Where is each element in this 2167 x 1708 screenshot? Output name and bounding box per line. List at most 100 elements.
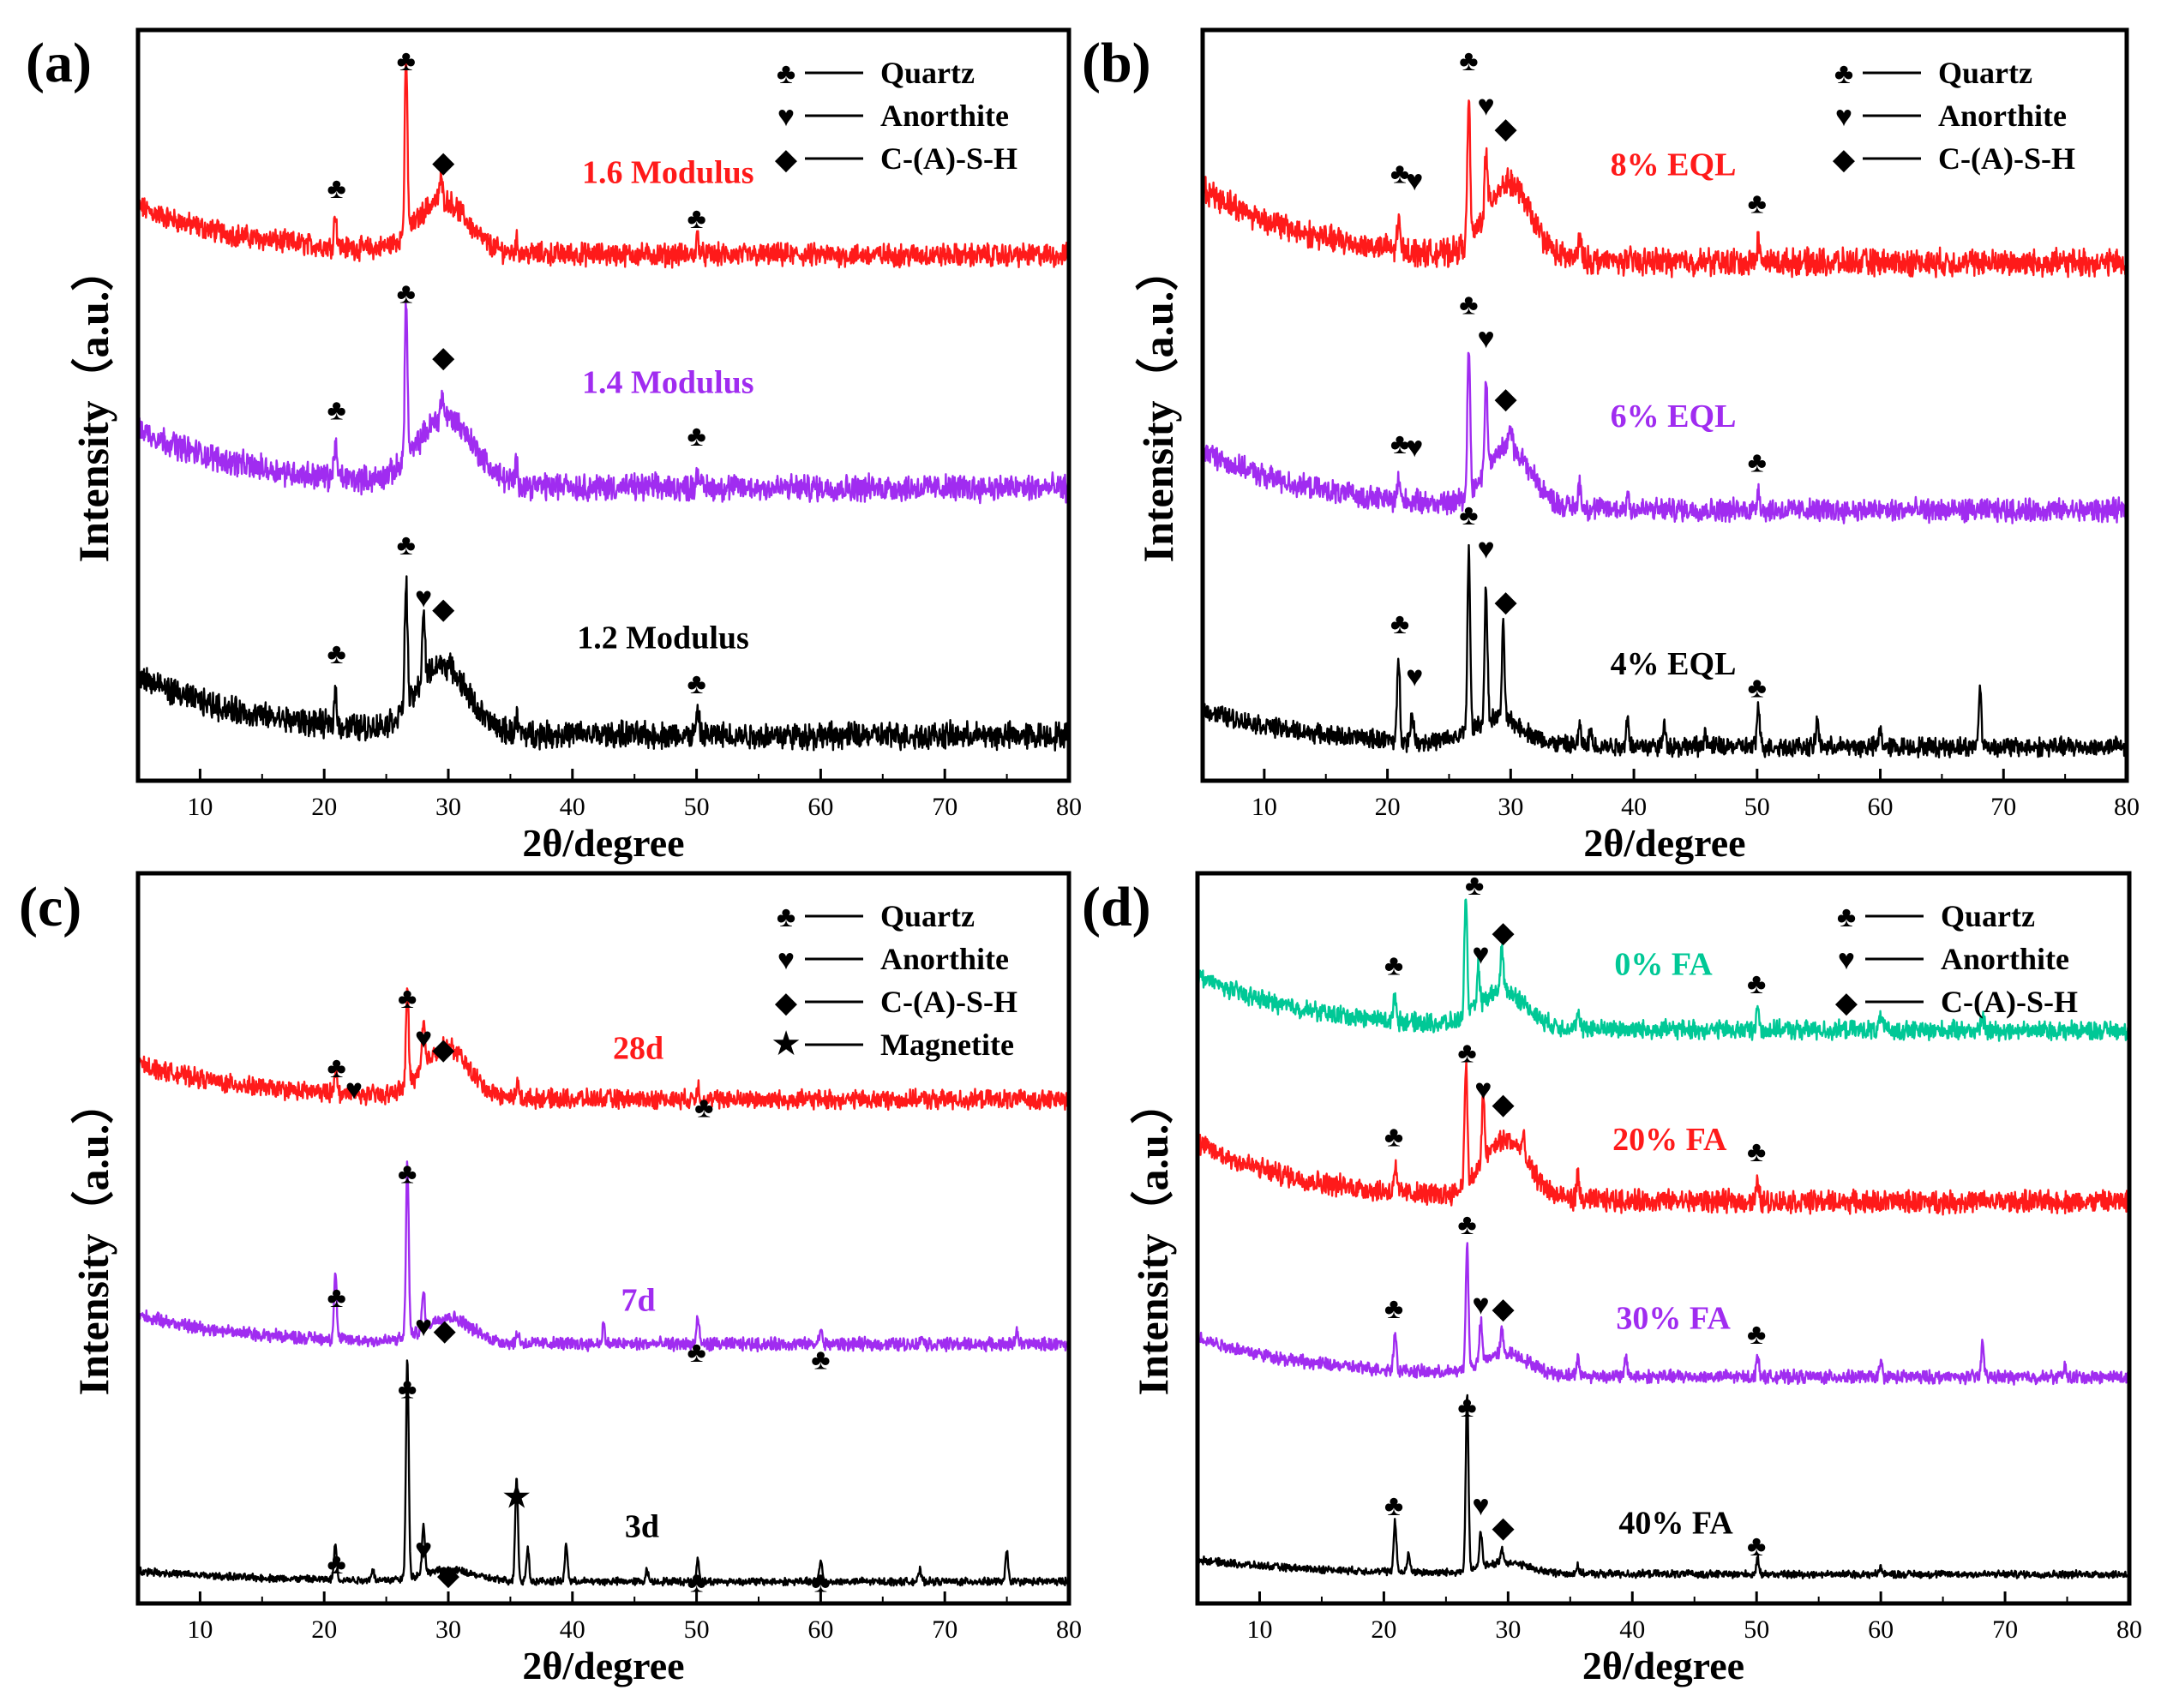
series-line — [136, 60, 1071, 269]
x-tick-label: 40 — [1621, 793, 1647, 821]
peak-marker-anorthite: ♥ — [415, 1311, 432, 1343]
x-axis-label: 2θ/degree — [522, 1644, 684, 1687]
chart-panel-c: 28d♣♥♣♥ ◆♣7d♣♣♥ ◆♣ ♣3d♣♣♥◆★♣ ♣10 20 30 40 50 60 70… — [19, 871, 1082, 1687]
peak-marker-cash: ◆ — [1495, 113, 1518, 145]
legend-symbol: ♥ — [777, 101, 795, 133]
series-line — [1201, 99, 2128, 279]
peak-marker-quartz: ♣ — [1748, 188, 1767, 219]
peak-marker-quartz: ♣ — [327, 1282, 346, 1314]
series-label: 0% FA — [1614, 947, 1713, 983]
peak-marker-anorthite: ♥ — [1477, 91, 1494, 123]
x-tick-label: 60 — [1868, 1615, 1894, 1644]
plot-frame — [1200, 27, 2129, 783]
x-tick-label: 10 — [187, 1615, 213, 1644]
peak-marker-quartz: ♣ — [1390, 158, 1409, 189]
peak-marker-anorthite: ♥ — [1406, 165, 1423, 197]
x-tick-label: 10 — [187, 793, 213, 821]
legend-symbol: ◆ — [1833, 144, 1856, 176]
peak-marker-quartz: ♣ — [687, 203, 705, 235]
peak-marker-cash: ◆ — [1495, 383, 1518, 415]
x-tick-label: 70 — [932, 793, 957, 821]
series-label: 1.4 Modulus — [582, 365, 754, 401]
legend-label: Quartz — [1938, 56, 2032, 90]
peak-marker-quartz: ♣ — [1457, 1038, 1476, 1070]
chart-panel-d: 0% FA♣♣♥◆♣20% FA♣♣♥ ◆♣30% FA♣♣♥ ◆♣40% FA♣♣… — [1082, 870, 2142, 1687]
peak-marker-quartz: ♣ — [1465, 870, 1484, 902]
peak-marker-quartz: ♣ — [1748, 673, 1767, 704]
peak-marker-quartz: ♣ — [397, 45, 416, 77]
legend-label: Quartz — [880, 56, 975, 90]
legend-label: Quartz — [880, 899, 975, 933]
peak-marker-anorthite: ♥ — [415, 1534, 432, 1566]
legend-symbol: ★ — [771, 1024, 801, 1063]
peak-marker-quartz: ♣ — [694, 1093, 713, 1124]
peak-marker-anorthite: ♥ — [1474, 1074, 1492, 1106]
peak-marker-cash: ◆ — [432, 342, 455, 374]
peak-marker-quartz: ♣ — [687, 1337, 705, 1369]
x-tick-label: 50 — [684, 793, 710, 821]
legend-symbol: ♣ — [777, 58, 795, 90]
x-tick-label: 80 — [1056, 1615, 1082, 1644]
x-tick-label: 30 — [435, 793, 461, 821]
peak-marker-quartz: ♣ — [1747, 968, 1766, 1000]
y-axis-label: Intensity（a.u.） — [1134, 249, 1182, 563]
peak-marker-quartz: ♣ — [1384, 950, 1403, 982]
peak-marker-cash: ◆ — [432, 147, 455, 178]
peak-marker-anorthite: ♥ — [1472, 1290, 1489, 1321]
peak-marker-quartz: ♣ — [1747, 1319, 1766, 1351]
x-tick-label: 50 — [1744, 793, 1770, 821]
x-tick-label: 60 — [807, 793, 833, 821]
peak-marker-quartz: ♣ — [1390, 608, 1409, 640]
x-tick-label: 30 — [435, 1615, 461, 1644]
x-tick-label: 40 — [560, 793, 585, 821]
x-tick-label: 70 — [1992, 1615, 2018, 1644]
series-line — [1196, 898, 2131, 1042]
x-tick-label: 40 — [1619, 1615, 1645, 1644]
peak-marker-cash: ◆ — [1492, 1293, 1515, 1325]
x-tick-label: 40 — [560, 1615, 585, 1644]
series-label: 6% EQL — [1611, 399, 1737, 434]
peak-marker-quartz: ♣ — [1457, 1392, 1476, 1423]
peak-marker-anorthite: ♥ — [1472, 1490, 1489, 1522]
x-axis-label: 2θ/degree — [522, 821, 684, 865]
x-tick-label: 20 — [1371, 1615, 1396, 1644]
series-label: 4% EQL — [1611, 646, 1737, 682]
panel-label: (a) — [26, 32, 92, 94]
series-line — [1196, 1393, 2131, 1580]
x-tick-label: 20 — [1375, 793, 1401, 821]
legend-label: Magnetite — [880, 1028, 1014, 1062]
series-line — [136, 300, 1071, 505]
y-axis-label: Intensity（a.u.） — [1129, 1082, 1177, 1396]
x-tick-label: 80 — [2116, 1615, 2142, 1644]
series-label: 8% EQL — [1611, 147, 1737, 183]
peak-marker-quartz: ♣ — [687, 668, 705, 700]
legend-label: Quartz — [1941, 899, 2035, 933]
x-axis-label: 2θ/degree — [1582, 1644, 1744, 1687]
series-label: 1.2 Modulus — [577, 620, 749, 656]
peak-marker-cash: ◆ — [1492, 1513, 1515, 1544]
legend-label: C-(A)-S-H — [1941, 985, 2078, 1019]
series-line — [1201, 351, 2128, 524]
x-tick-label: 30 — [1498, 793, 1523, 821]
peak-marker-quartz: ♣ — [811, 1345, 830, 1376]
chart-panel-b: 8% EQL♣♥♣♥◆♣6% EQL♣♥♣♥◆♣4% EQL♣♥♣♥◆♣10 20… — [1082, 27, 2140, 865]
series-label: 30% FA — [1616, 1301, 1731, 1337]
series-line — [1201, 543, 2128, 758]
x-tick-label: 10 — [1252, 793, 1277, 821]
peak-marker-quartz: ♣ — [1747, 1136, 1766, 1168]
series-line — [1196, 1059, 2131, 1216]
plot-frame — [1195, 871, 2132, 1606]
x-tick-label: 80 — [2114, 793, 2140, 821]
legend-symbol: ◆ — [1835, 987, 1858, 1019]
plot-frame — [135, 871, 1071, 1606]
peak-marker-cash: ◆ — [1495, 586, 1518, 618]
x-tick-label: 70 — [932, 1615, 957, 1644]
peak-marker-quartz: ♣ — [1747, 1531, 1766, 1562]
peak-marker-quartz: ♣ — [398, 1374, 417, 1405]
legend-symbol: ◆ — [775, 144, 798, 176]
x-tick-label: 20 — [311, 1615, 337, 1644]
series-line — [136, 1160, 1071, 1353]
series-label: 7d — [621, 1282, 655, 1318]
x-tick-label: 50 — [1744, 1615, 1769, 1644]
